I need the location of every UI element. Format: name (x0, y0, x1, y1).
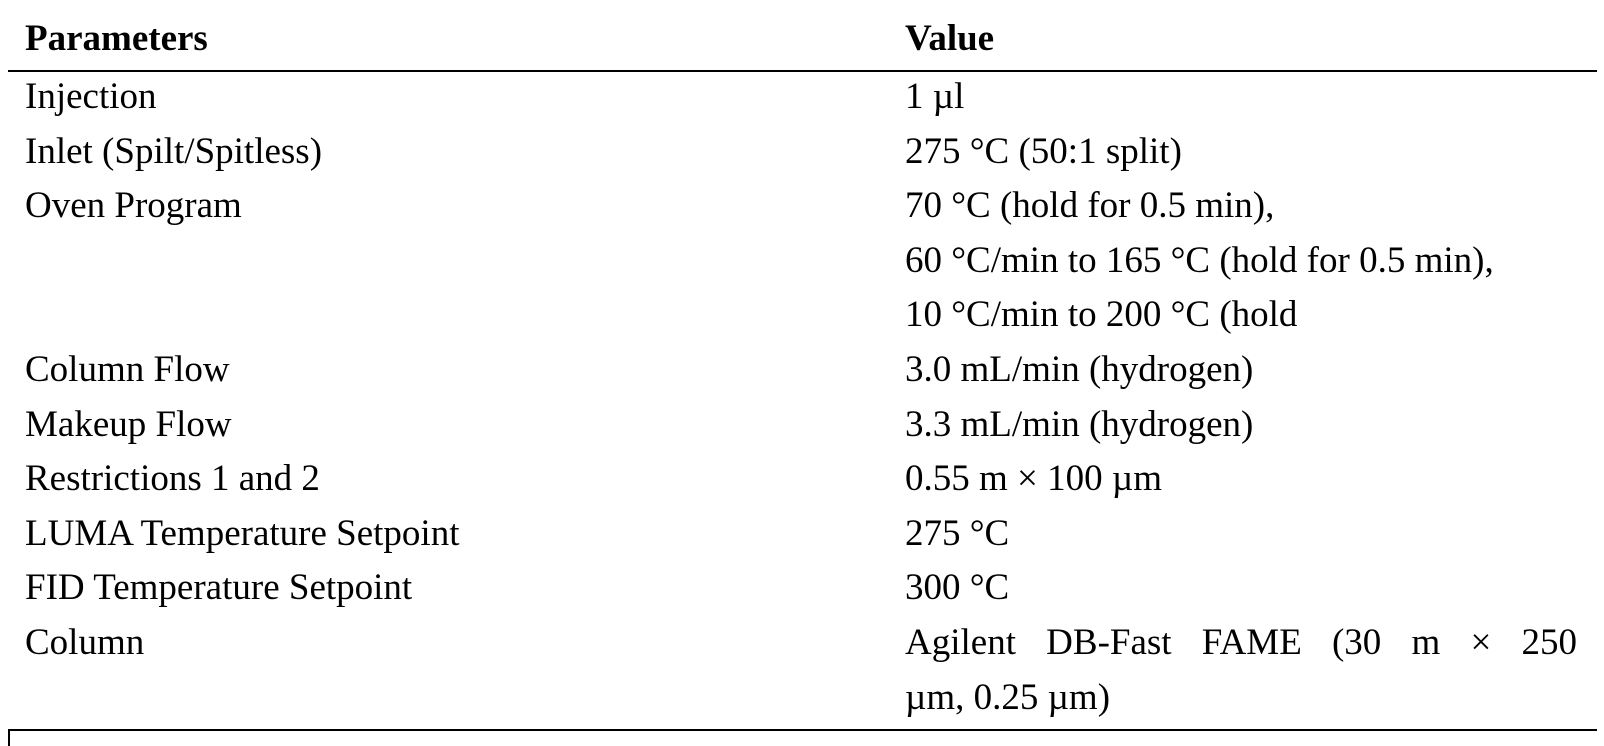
value-line: 10 °C/min to 200 °C (hold (905, 294, 1298, 336)
header-cell: Value (905, 18, 995, 59)
value-line: 3.3 mL/min (hydrogen) (905, 403, 1254, 445)
parameter-cell: Inlet (Spilt/Spitless) (25, 130, 323, 172)
value-line: 300 °C (905, 567, 1010, 609)
parameter-cell: Injection (25, 76, 157, 117)
value-line: 3.0 mL/min (hydrogen) (905, 349, 1254, 390)
parameter-cell: Restrictions 1 and 2 (25, 458, 320, 500)
value-line: 275 °C (905, 512, 1010, 554)
bottom-tick (8, 729, 10, 746)
parameter-cell: Makeup Flow (25, 403, 232, 445)
parameter-cell: FID Temperature Setpoint (25, 567, 413, 609)
value-line: 60 °C/min to 165 °C (hold for 0.5 min), (905, 239, 1494, 281)
value-line: Agilent DB-Fast FAME (30 m × 250 (905, 622, 1577, 663)
parameter-cell: Column Flow (25, 349, 230, 390)
header-rule (8, 70, 1597, 72)
parameter-cell: Oven Program (25, 185, 242, 227)
value-line: 70 °C (hold for 0.5 min), (905, 185, 1275, 227)
value-line: µm, 0.25 µm) (905, 676, 1111, 718)
bottom-rule (8, 729, 1597, 731)
header-cell: Parameters (25, 18, 208, 59)
value-line: 1 µl (905, 76, 965, 117)
parameter-cell: LUMA Temperature Setpoint (25, 512, 460, 554)
value-line: 0.55 m × 100 µm (905, 458, 1162, 500)
parameter-cell: Column (25, 622, 145, 663)
value-line: 275 °C (50:1 split) (905, 130, 1182, 172)
